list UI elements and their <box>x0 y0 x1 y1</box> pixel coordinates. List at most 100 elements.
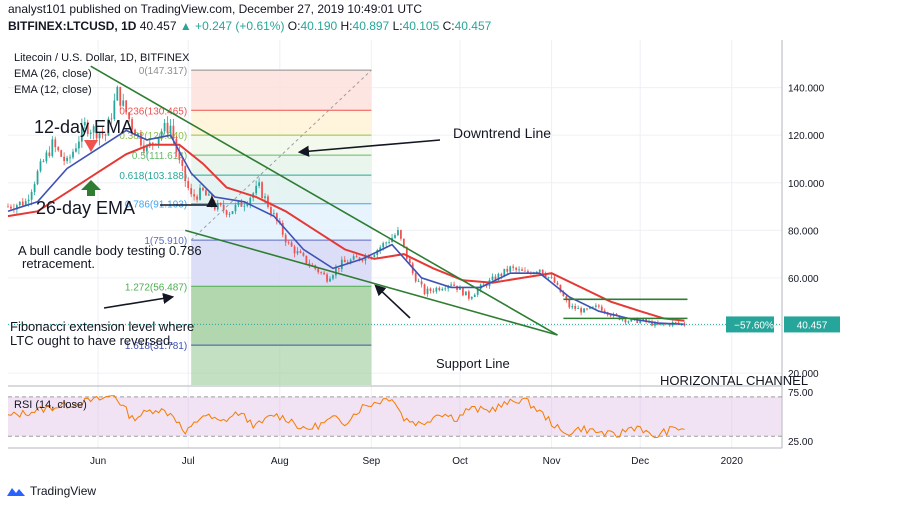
ema12-annotation: 12-day EMA <box>34 117 133 137</box>
candle-body <box>577 308 580 309</box>
candle-body <box>373 255 376 258</box>
candle-body <box>503 268 506 276</box>
last-price: 40.457 <box>139 19 177 33</box>
chart-title: Litecoin / U.S. Dollar, 1D, BITFINEX <box>14 52 190 64</box>
candle-body <box>160 131 163 138</box>
fib-extension-arrow <box>103 292 175 309</box>
candle-body <box>642 318 645 321</box>
candle-body <box>131 119 133 130</box>
candle-body <box>72 151 74 158</box>
fib-level-label: 0.236(130.465) <box>119 106 187 117</box>
candle-body <box>216 203 219 210</box>
candle-body <box>621 319 624 321</box>
candle-body <box>574 306 577 309</box>
candle-body <box>51 139 54 157</box>
candle-body <box>299 251 302 254</box>
candle-body <box>101 133 104 135</box>
tradingview-footer[interactable]: TradingView <box>6 484 96 498</box>
candle-body <box>163 122 166 132</box>
candle-body <box>562 292 565 297</box>
candle-body <box>426 288 429 294</box>
candle-body <box>450 284 453 286</box>
candle-body <box>385 242 388 244</box>
ltc-reversal-annotation: LTC ought to have reversed. <box>10 333 174 348</box>
support-line[interactable] <box>185 229 558 336</box>
candle-body <box>110 118 113 120</box>
candle-body <box>674 322 677 323</box>
symbol-name: BITFINEX:LTCUSD, 1D <box>8 19 137 33</box>
candle-body <box>467 291 470 299</box>
fib-extension-annotation: Fibonacci extension level where <box>10 319 194 334</box>
candle-body <box>240 201 243 207</box>
candle-body <box>355 256 358 258</box>
candle-body <box>140 133 142 146</box>
candle-body <box>527 271 529 273</box>
candle-body <box>571 306 574 308</box>
ltc-price-chart[interactable]: 0(147.317) 0.236(130.465) 0.382(120.040) 0.… <box>0 0 900 480</box>
candle-body <box>172 125 175 139</box>
downtrend-annotation: Downtrend Line <box>453 125 551 141</box>
candle-body <box>352 256 355 260</box>
candle-body <box>10 206 12 209</box>
candle-body <box>86 122 89 135</box>
candle-body <box>586 308 588 310</box>
high-label: H: <box>340 19 353 33</box>
candle-body <box>465 291 467 296</box>
candle-body <box>659 323 662 325</box>
downtrend-line[interactable] <box>90 65 558 336</box>
candle-body <box>45 152 48 162</box>
candle-body <box>107 118 110 136</box>
open-label: O: <box>287 19 301 33</box>
candle-body <box>512 266 515 268</box>
brand-name: TradingView <box>30 484 97 498</box>
green-up-arrow-icon <box>81 180 101 196</box>
candle-body <box>60 150 63 157</box>
candle-body <box>30 191 33 200</box>
candle-body <box>317 268 320 273</box>
candle-body <box>261 182 263 198</box>
candle-body <box>95 126 98 139</box>
candle-body <box>491 276 494 280</box>
candle-body <box>36 171 39 185</box>
rsi-line <box>7 395 685 439</box>
candle-body <box>565 296 568 301</box>
candle-body <box>202 187 204 191</box>
candle-body <box>568 300 571 308</box>
candle-body <box>592 306 594 308</box>
rsi-tick-label: 75.00 <box>788 388 813 399</box>
candle-body <box>308 263 311 265</box>
fib-level-label: 0.786(91.193) <box>125 200 187 211</box>
candle-body <box>521 269 523 271</box>
fib-zone <box>191 175 372 204</box>
candle-body <box>193 194 196 197</box>
candle-body <box>54 139 57 148</box>
candle-body <box>305 255 308 264</box>
candle-body <box>69 157 71 159</box>
candle-body <box>290 242 293 247</box>
ema12-legend: EMA (12, close) <box>14 84 92 96</box>
retracement-annotation: retracement. <box>22 256 95 271</box>
fib-level-label: 1(75.910) <box>144 236 187 247</box>
last-price-tag <box>784 316 840 333</box>
candle-body <box>181 160 184 166</box>
candle-body <box>683 323 686 326</box>
candle-body <box>258 182 260 186</box>
author-name[interactable]: analyst101 <box>8 2 67 16</box>
candle-body <box>335 268 337 276</box>
candle-body <box>7 206 9 208</box>
fib-diagonal <box>190 69 372 241</box>
close-value: 40.457 <box>454 19 492 33</box>
fib-zone <box>191 155 372 176</box>
bull-candle-annotation: A bull candle body testing 0.786 <box>18 243 202 258</box>
candle-body <box>462 287 464 296</box>
candle-body <box>157 137 160 144</box>
candle-body <box>394 235 396 238</box>
candle-body <box>231 211 234 214</box>
ema26-legend: EMA (26, close) <box>14 68 92 80</box>
candle-body <box>323 272 325 275</box>
candle-body <box>547 276 550 278</box>
horizontal-channel-annotation: HORIZONTAL CHANNEL <box>660 373 808 388</box>
candle-body <box>515 267 518 270</box>
time-tick-label: 2020 <box>721 456 744 467</box>
candle-body <box>169 125 172 133</box>
